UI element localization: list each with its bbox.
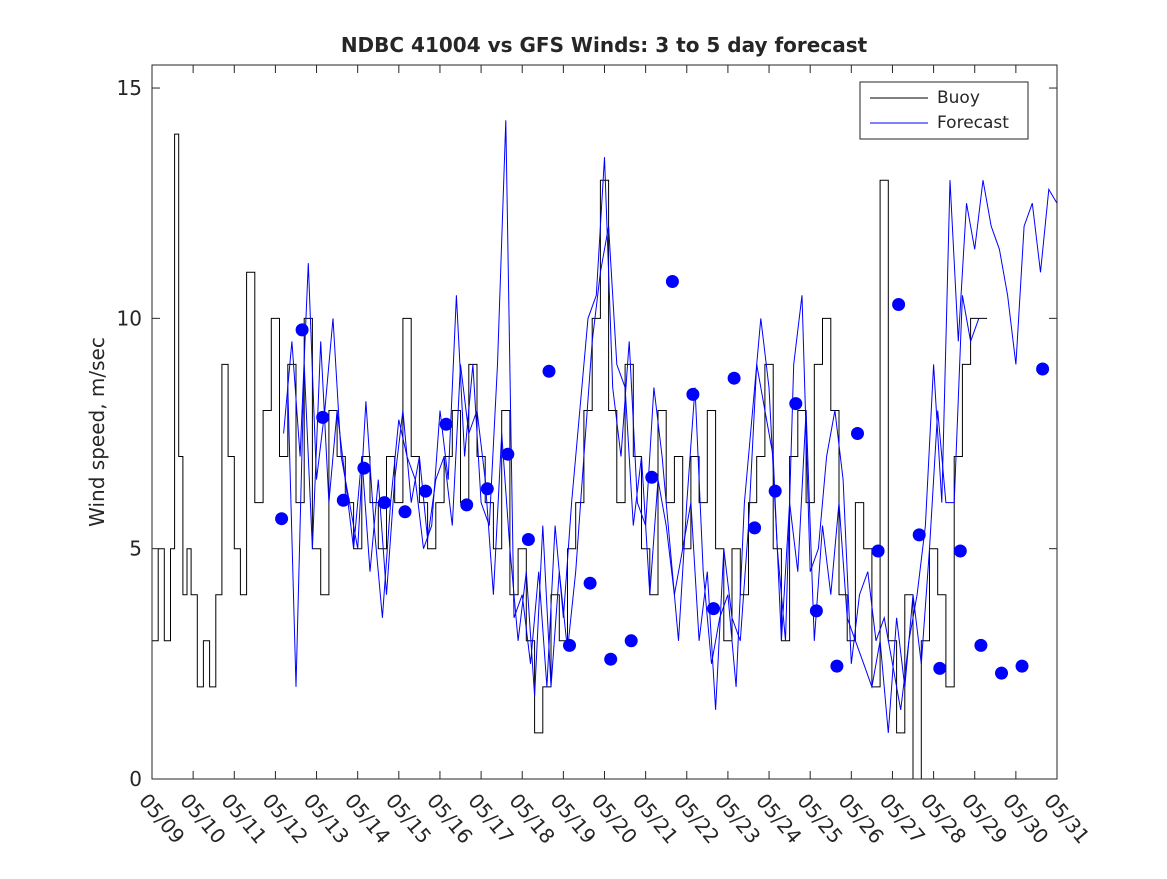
plot-layer: 05101505/0905/1005/1105/1205/1305/1405/1… [117, 64, 1095, 848]
forecast-marker [974, 638, 988, 652]
forecast-marker [542, 364, 556, 378]
forecast-marker [521, 533, 535, 546]
forecast-marker [727, 371, 741, 385]
forecast-marker [460, 498, 474, 512]
forecast-marker [563, 638, 576, 652]
forecast-marker [295, 323, 309, 337]
legend: Buoy Forecast [859, 81, 1029, 140]
forecast-marker [871, 544, 885, 558]
forecast-marker [439, 417, 453, 431]
forecast-marker [768, 484, 782, 498]
forecast-marker [665, 275, 679, 288]
forecast-marker [933, 661, 947, 675]
forecast-marker [624, 634, 638, 648]
legend-box [859, 81, 1029, 140]
forecast-marker [995, 666, 1008, 680]
forecast-marker [1015, 659, 1029, 673]
forecast-marker [789, 397, 803, 411]
forecast-marker [377, 496, 391, 510]
forecast-marker [809, 604, 823, 618]
y-tick-label: 15 [117, 76, 142, 100]
forecast-marker [645, 470, 659, 484]
forecast-marker [336, 493, 350, 507]
y-tick-label: 5 [129, 537, 142, 561]
forecast-marker [892, 298, 906, 311]
forecast-marker [912, 528, 926, 542]
forecast-marker [707, 602, 720, 616]
y-tick-label: 0 [129, 767, 142, 791]
forecast-marker [419, 484, 433, 498]
y-axis-label: Wind speed, m/sec [85, 337, 109, 527]
forecast-marker [398, 505, 412, 519]
forecast-marker [583, 576, 597, 590]
forecast-marker [275, 512, 289, 526]
forecast-series-line-1 [283, 120, 1057, 710]
y-tick-label: 10 [117, 306, 142, 330]
forecast-marker [953, 544, 967, 558]
forecast-marker [501, 447, 515, 461]
forecast-marker [1036, 362, 1050, 376]
forecast-marker [851, 427, 864, 440]
forecast-marker [830, 659, 844, 673]
forecast-marker [686, 387, 700, 401]
series-group [152, 120, 1057, 779]
forecast-marker [357, 461, 371, 475]
forecast-series-line-2 [287, 226, 980, 733]
forecast-marker [748, 521, 762, 535]
legend-forecast-label: Forecast [937, 113, 1009, 133]
forecast-marker [480, 482, 494, 496]
legend-buoy-label: Buoy [937, 88, 980, 108]
forecast-marker [604, 652, 618, 666]
chart-title: NDBC 41004 vs GFS Winds: 3 to 5 day fore… [341, 33, 868, 57]
buoy-series-line [152, 133, 988, 779]
forecast-marker [316, 410, 330, 424]
